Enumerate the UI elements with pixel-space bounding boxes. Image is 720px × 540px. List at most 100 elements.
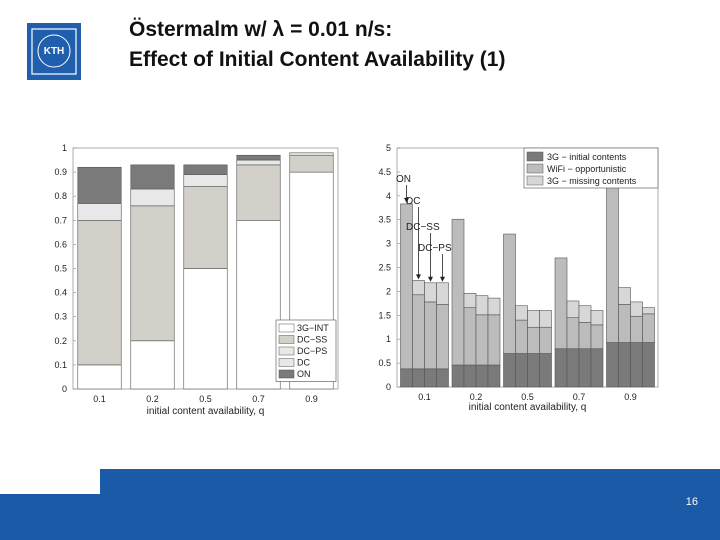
bar-segment <box>463 293 477 308</box>
bar-segment <box>436 282 449 305</box>
legend-swatch <box>526 175 544 186</box>
bar-segment <box>515 319 528 354</box>
bar-segment <box>642 313 655 343</box>
bar-segment <box>77 203 122 221</box>
bar-segment <box>642 307 655 315</box>
bar-segment <box>236 159 281 166</box>
bar-segment <box>590 310 604 326</box>
bar-segment <box>463 307 477 366</box>
bar-segment <box>487 364 501 388</box>
y-tick-label: 2 <box>386 286 391 296</box>
y-tick-label: 4 <box>386 191 391 201</box>
bar-segment <box>130 340 175 390</box>
x-tick-label: 0.7 <box>573 392 586 402</box>
bar-segment <box>578 322 592 350</box>
bar-segment <box>630 315 643 343</box>
bar-segment <box>618 304 631 343</box>
bar-segment <box>451 218 465 366</box>
kth-logo: KTH <box>27 23 81 80</box>
bar-segment <box>400 368 413 388</box>
bar-segment <box>642 342 655 388</box>
bar-segment <box>451 364 465 388</box>
y-tick-label: 4.5 <box>378 167 391 177</box>
bar-segment <box>590 324 604 350</box>
bar-segment <box>539 326 552 354</box>
bar-segment <box>463 364 477 388</box>
legend-label: DC <box>297 358 310 368</box>
bar-segment <box>515 305 528 321</box>
bar-segment <box>436 368 449 388</box>
bar-segment <box>554 348 568 388</box>
title-line-2: Effect of Initial Content Availability (… <box>129 48 506 71</box>
legend-label: 3G − missing contents <box>547 176 637 186</box>
bar-segment <box>436 304 449 370</box>
bar-annotation: DC <box>406 196 420 207</box>
bar-segment <box>424 368 437 388</box>
legend-label: ON <box>297 369 311 379</box>
bar-segment <box>527 353 540 388</box>
y-tick-label: 1 <box>62 143 67 153</box>
bar-segment <box>183 268 228 390</box>
y-tick-label: 0.3 <box>54 312 67 322</box>
y-tick-label: 0.5 <box>54 264 67 274</box>
y-tick-label: 0 <box>62 384 67 394</box>
bar-segment <box>606 342 619 388</box>
bar-segment <box>130 164 175 190</box>
bar-segment <box>183 174 228 187</box>
legend-label: 3G − initial contents <box>547 152 627 162</box>
bar-segment <box>130 188 175 207</box>
bar-segment <box>236 220 281 390</box>
annotation-arrowhead <box>428 276 433 282</box>
legend-box <box>523 147 659 189</box>
left-chart: 0 0.1 0.2 0.3 0.4 0.5 0.6 0.7 0.8 0.9 1 0.1 0.2 0.5 0.… <box>54 143 339 417</box>
bar-segment <box>412 280 425 296</box>
legend-swatch <box>278 323 295 333</box>
bar-segment <box>487 314 501 366</box>
legend-swatch <box>278 346 295 356</box>
bar-segment <box>566 300 580 318</box>
bar-segment <box>566 317 580 350</box>
x-tick-label: 0.9 <box>624 392 637 402</box>
bar-segment <box>578 348 592 388</box>
annotation-arrowhead <box>416 274 421 280</box>
bar-segment <box>539 310 552 328</box>
slide-title: Östermalm w/ λ = 0.01 n/s: Effect of Ini… <box>129 15 505 75</box>
y-tick-label: 2.5 <box>378 263 391 273</box>
x-tick-label: 0.1 <box>418 392 431 402</box>
bar-segment <box>236 154 281 161</box>
y-tick-label: 0.8 <box>54 191 67 201</box>
bar-segment <box>503 233 516 354</box>
legend-label: WiFi − opportunistic <box>547 164 627 174</box>
legend-label: 3G−INT <box>297 323 329 333</box>
y-tick-label: 1 <box>386 334 391 344</box>
bar-segment <box>554 257 568 350</box>
legend-swatch <box>278 358 295 367</box>
bar-segment <box>527 310 540 328</box>
bar-segment <box>630 301 643 317</box>
page-number: 16 <box>685 496 698 508</box>
y-tick-label: 3.5 <box>378 215 391 225</box>
y-tick-label: 0.7 <box>54 215 67 225</box>
legend-swatch <box>278 335 295 344</box>
bar-segment <box>412 368 425 388</box>
legend-label: DC−PS <box>297 346 327 356</box>
bar-segment <box>527 326 540 354</box>
bar-segment <box>475 295 489 316</box>
bar-segment <box>578 305 592 323</box>
bar-annotation: ON <box>396 174 411 185</box>
bar-segment <box>183 164 228 175</box>
x-tick-label: 0.5 <box>521 392 534 402</box>
y-tick-label: 0.1 <box>54 360 67 370</box>
x-tick-label: 0.2 <box>146 394 159 404</box>
bar-segment <box>590 348 604 388</box>
bar-segment <box>487 297 501 316</box>
y-tick-label: 0.9 <box>54 167 67 177</box>
bar-segment <box>475 314 489 366</box>
bar-segment <box>475 364 489 388</box>
bar-segment <box>412 294 425 370</box>
bar-segment <box>515 353 528 388</box>
legend-label: DC−SS <box>297 335 327 345</box>
x-tick-label: 0.7 <box>252 394 265 404</box>
x-tick-label: 0.2 <box>470 392 483 402</box>
y-tick-label: 0.2 <box>54 336 67 346</box>
